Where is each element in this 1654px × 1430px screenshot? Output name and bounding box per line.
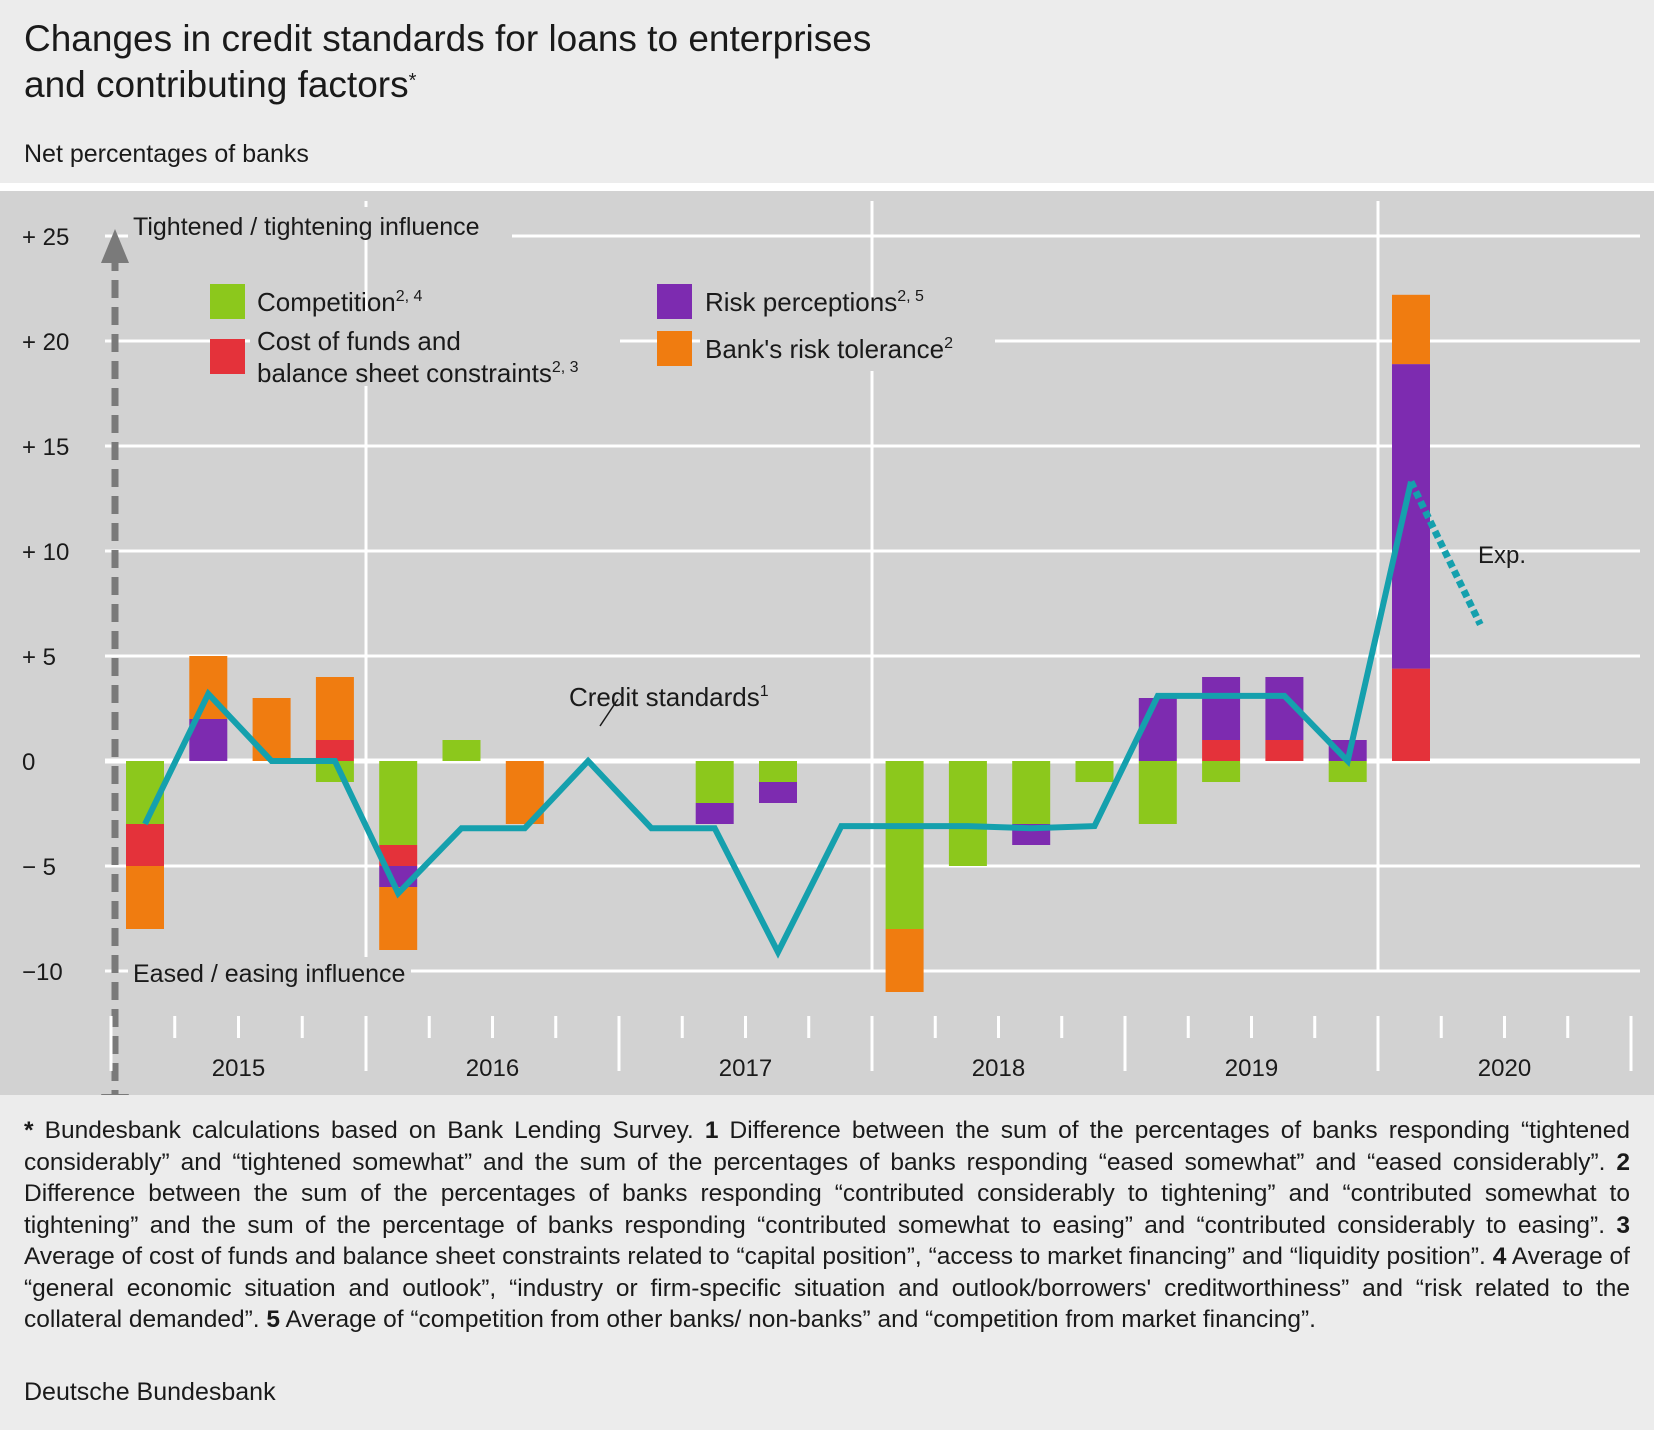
legend-label-line: balance sheet constraints xyxy=(257,358,552,388)
x-year-label: 2020 xyxy=(1478,1055,1531,1082)
footnote-text: Difference between the sum of the percen… xyxy=(24,1180,1630,1239)
legend-sup: 2, 4 xyxy=(396,288,423,305)
bar-competition xyxy=(1202,761,1241,782)
legend-label-line: Competition xyxy=(257,287,396,317)
x-year-label: 2015 xyxy=(212,1055,265,1082)
legend-label-competition: Competition2, 4 xyxy=(257,287,423,317)
title-line-1: Changes in credit standards for loans to… xyxy=(24,18,872,59)
legend-swatch-competition xyxy=(210,284,245,319)
chart-area: + 25 + 20 + 15 + 10 + 5 0 − 5 −10 Exp. Credit st… xyxy=(0,191,1654,1095)
credit-standards-line xyxy=(142,481,1414,959)
arrow-bottom-label: Eased / easing influence xyxy=(133,960,405,988)
legend-label-risk_perceptions: Risk perceptions2, 5 xyxy=(705,287,924,317)
bar-competition xyxy=(759,761,797,782)
bar-competition xyxy=(1328,761,1367,782)
bar-cost_of_funds xyxy=(126,824,164,866)
y-tick-label: + 5 xyxy=(22,644,56,671)
bar-competition xyxy=(379,761,418,845)
y-tick-label: + 25 xyxy=(22,224,69,251)
bar-competition xyxy=(885,761,924,929)
legend-sup: 2, 3 xyxy=(552,359,579,376)
bar-competition xyxy=(1012,761,1051,824)
footnote-marker: 3 xyxy=(1616,1211,1630,1239)
bar-competition xyxy=(1138,761,1177,824)
legend-label-risk_tolerance: Bank's risk tolerance2 xyxy=(705,334,953,364)
x-year-label: 2018 xyxy=(972,1055,1025,1082)
bar-risk_perceptions xyxy=(759,782,797,803)
bar-cost_of_funds xyxy=(1392,668,1430,761)
footnote-text: Bundesbank calculations based on Bank Le… xyxy=(33,1117,705,1144)
legend-sup: 2, 5 xyxy=(897,288,924,305)
expectation-label: Exp. xyxy=(1478,542,1526,569)
legend-label-line: Bank's risk tolerance xyxy=(705,334,944,364)
legend-swatch-cost_of_funds xyxy=(210,339,245,374)
x-year-label: 2019 xyxy=(1225,1055,1278,1082)
legend-swatch-risk_tolerance xyxy=(657,331,692,366)
title-footnote-marker: * xyxy=(408,70,417,92)
legend-swatch-risk_perceptions xyxy=(657,284,692,319)
title-line-2: and contributing factors xyxy=(24,64,409,105)
footnote-marker: 4 xyxy=(1492,1243,1507,1270)
legend-bg xyxy=(250,311,620,386)
footnote-text: Difference between the sum of the percen… xyxy=(24,1117,1630,1176)
legend-label-cost_of_funds: Cost of funds and balance sheet constrain… xyxy=(257,326,579,388)
footnote-text: Average of “general economic situation a… xyxy=(24,1243,1630,1333)
arrow-top-label: Tightened / tightening influence xyxy=(133,213,480,241)
bar-competition xyxy=(1075,761,1114,782)
arrow-bottom-label-bg xyxy=(128,957,411,987)
influence-arrow-head-up xyxy=(101,229,129,263)
y-tick-label: + 15 xyxy=(22,434,69,461)
source-note: Deutsche Bundesbank xyxy=(24,1378,276,1406)
legend-bg xyxy=(700,311,995,371)
footnote-marker: 5 xyxy=(266,1306,281,1333)
footnote-text: Average of cost of funds and balance she… xyxy=(24,1243,1493,1270)
expectation-line xyxy=(1407,480,1484,627)
chart-title: Changes in credit standards for loans to… xyxy=(24,16,871,108)
legend-sup: 2 xyxy=(944,335,953,352)
bar-risk_perceptions xyxy=(1202,677,1241,740)
footnote-text: Average of “competition from other banks… xyxy=(280,1306,1316,1333)
bar-cost_of_funds xyxy=(1202,740,1241,761)
influence-arrow-head-down xyxy=(101,1094,129,1095)
chart-subtitle: Net percentages of banks xyxy=(24,140,309,168)
arrow-top-label-bg xyxy=(128,207,512,239)
bar-risk_tolerance xyxy=(1392,294,1430,365)
bar-risk_tolerance xyxy=(315,677,354,740)
bar-risk_tolerance xyxy=(126,866,164,929)
footnote-marker: * xyxy=(24,1117,34,1144)
bar-cost_of_funds xyxy=(1265,740,1304,761)
legend-label-line: Risk perceptions xyxy=(705,287,897,317)
credit-standards-leader xyxy=(599,698,619,727)
bar-risk_perceptions xyxy=(1392,364,1430,669)
y-tick-label: − 5 xyxy=(22,854,56,881)
bar-risk_tolerance xyxy=(252,698,291,761)
footnote-marker: 1 xyxy=(704,1117,719,1144)
x-year-label: 2016 xyxy=(466,1055,519,1082)
bar-competition xyxy=(442,740,481,761)
y-tick-label: + 10 xyxy=(22,539,69,566)
y-tick-label: −10 xyxy=(22,959,63,986)
bar-cost_of_funds xyxy=(315,740,354,761)
bar-risk_perceptions xyxy=(695,803,734,824)
credit-standards-label: Credit standards1 xyxy=(569,682,769,712)
credit-standards-sup: 1 xyxy=(760,683,769,700)
bar-competition xyxy=(695,761,734,803)
bar-risk_perceptions xyxy=(1138,698,1177,761)
footnote-marker: 2 xyxy=(1616,1148,1630,1176)
y-tick-label: + 20 xyxy=(22,329,69,356)
footnotes: * Bundesbank calculations based on Bank … xyxy=(24,1115,1630,1336)
bar-risk_tolerance xyxy=(885,929,924,992)
bar-cost_of_funds xyxy=(379,845,418,866)
legend-label-line: Cost of funds and xyxy=(257,326,461,356)
y-tick-label: 0 xyxy=(22,749,35,776)
divider xyxy=(0,183,1654,191)
bar-competition xyxy=(948,761,987,866)
x-year-label: 2017 xyxy=(719,1055,772,1082)
